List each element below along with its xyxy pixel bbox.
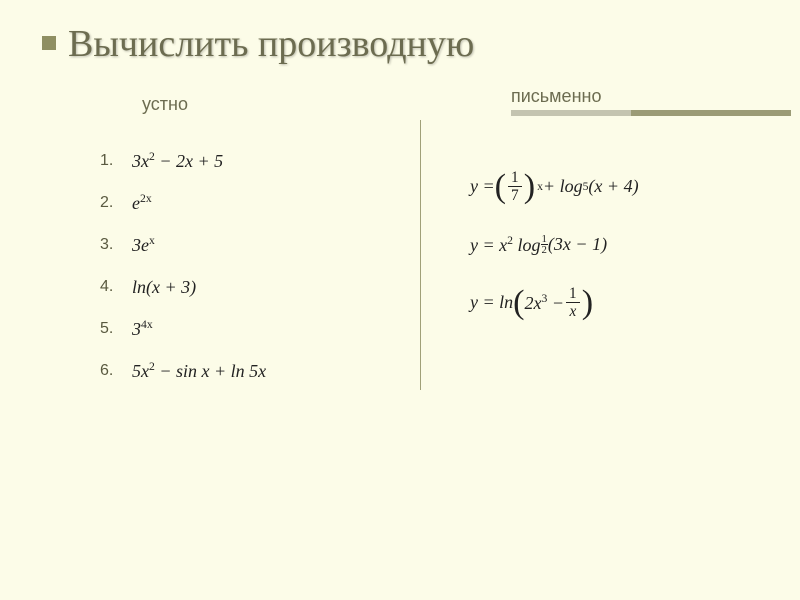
item-number: 1. (100, 152, 132, 170)
log-base-fraction: 1 2 (541, 234, 548, 257)
underline-dark (631, 110, 791, 116)
equation: y = ( 1 7 ) x + log5 (x + 4) (470, 170, 639, 204)
list-item: 3. 3ex (100, 224, 266, 266)
oral-list: 1. 3x2 − 2x + 5 2. e2x 3. 3ex 4. ln(x + … (100, 140, 266, 392)
equation: y = ln ( 2x3 − 1 x ) (470, 286, 639, 320)
item-number: 4. (100, 278, 132, 296)
expression: 3x2 − 2x + 5 (132, 150, 223, 172)
eq-text: y = x2 log (470, 234, 541, 256)
list-item: 4. ln(x + 3) (100, 266, 266, 308)
underline-light (511, 110, 631, 116)
list-item: 6. 5x2 − sin x + ln 5x (100, 350, 266, 392)
expression: 3ex (132, 234, 155, 256)
eq-text: (x + 4) (588, 176, 638, 197)
written-list: y = ( 1 7 ) x + log5 (x + 4) y = x2 log … (470, 170, 639, 350)
expression: ln(x + 3) (132, 277, 196, 298)
label-oral: устно (142, 94, 188, 115)
item-number: 2. (100, 194, 132, 212)
item-number: 6. (100, 362, 132, 380)
eq-text: + log (543, 176, 583, 197)
vertical-divider (420, 120, 421, 390)
fraction: 1 x (566, 286, 580, 320)
fraction-bot: x (566, 303, 579, 319)
expression: 5x2 − sin x + ln 5x (132, 360, 266, 382)
eq-text: (3x − 1) (548, 234, 607, 255)
expression: 34x (132, 318, 153, 340)
fraction: 1 7 (508, 170, 522, 204)
page-title: Вычислить производную (68, 22, 474, 66)
item-number: 3. (100, 236, 132, 254)
title-bullet (42, 36, 56, 50)
eq-text: 2x3 − (525, 292, 565, 314)
item-number: 5. (100, 320, 132, 338)
equation: y = x2 log 1 2 (3x − 1) (470, 234, 639, 257)
eq-text: y = ln (470, 292, 513, 313)
list-item: 5. 34x (100, 308, 266, 350)
list-item: 1. 3x2 − 2x + 5 (100, 140, 266, 182)
label-written: письменно (511, 86, 601, 107)
list-item: 2. e2x (100, 182, 266, 224)
eq-text: y = (470, 176, 495, 197)
expression: e2x (132, 192, 152, 214)
